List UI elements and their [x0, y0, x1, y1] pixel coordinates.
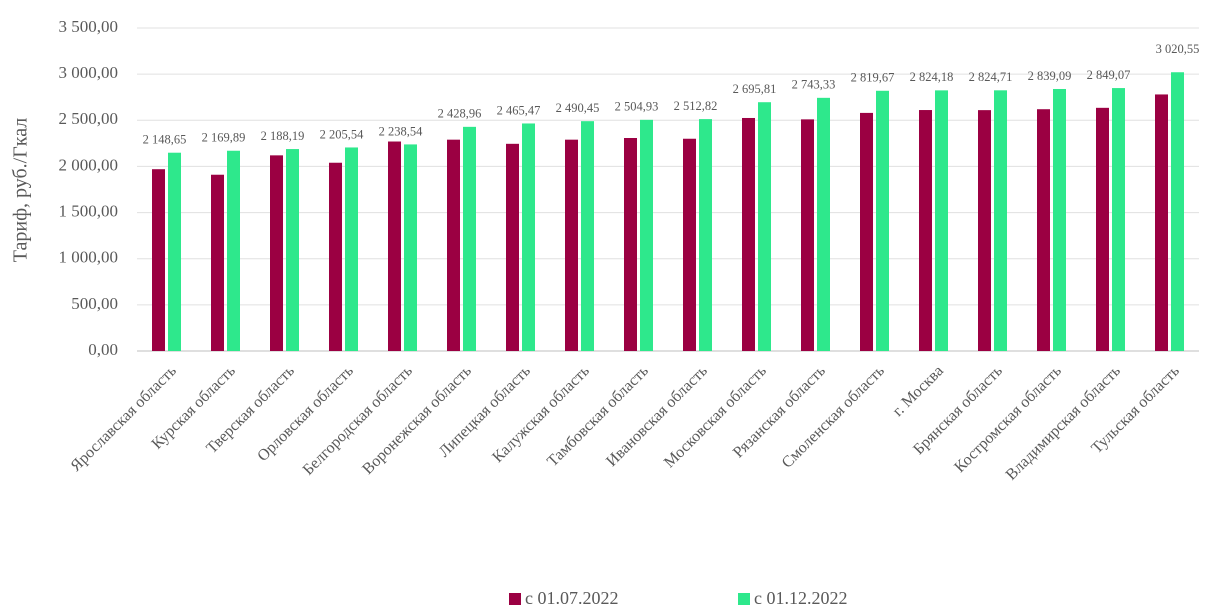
- bar: [329, 162, 342, 351]
- x-tick-label: Тамбовская область: [544, 362, 652, 470]
- x-tick-label: Костромская область: [951, 362, 1065, 476]
- x-tick-label: г. Москва: [889, 362, 946, 419]
- legend-swatch: [738, 593, 750, 605]
- bar: [919, 110, 932, 352]
- data-label: 2 148,65: [143, 133, 187, 147]
- data-label: 2 824,71: [969, 70, 1013, 84]
- bar: [345, 147, 358, 351]
- y-tick-label: 2 500,00: [59, 109, 119, 128]
- y-axis-label: Тариф, руб./Гкал: [10, 118, 32, 262]
- data-label: 2 188,19: [261, 129, 305, 143]
- x-tick-label: Ярославская область: [67, 362, 179, 474]
- bar: [227, 150, 240, 351]
- x-tick-label: Московская область: [661, 362, 770, 471]
- data-label: 2 465,47: [497, 103, 541, 117]
- bar: [388, 141, 401, 351]
- bar: [860, 112, 873, 351]
- data-label: 3 020,55: [1156, 42, 1200, 56]
- y-tick-label: 3 000,00: [59, 63, 119, 82]
- bar: [876, 90, 889, 352]
- legend-label: с 01.12.2022: [754, 588, 848, 608]
- data-label: 2 490,45: [556, 101, 600, 115]
- bar: [404, 144, 417, 351]
- x-tick-label: Калужская область: [489, 362, 593, 466]
- bar: [168, 152, 181, 351]
- x-tick-label: Белгородская область: [300, 362, 416, 478]
- x-tick-label: Ивановская область: [603, 362, 711, 470]
- data-label: 2 504,93: [615, 100, 659, 114]
- bar: [506, 143, 519, 351]
- y-tick-label: 1 500,00: [59, 201, 119, 220]
- bar: [1112, 88, 1125, 352]
- data-label: 2 169,89: [202, 131, 246, 145]
- bar: [152, 169, 165, 351]
- bar: [758, 102, 771, 352]
- bar: [1037, 109, 1050, 351]
- bar: [286, 149, 299, 351]
- bar: [270, 155, 283, 351]
- data-label: 2 205,54: [320, 127, 365, 141]
- bar: [699, 119, 712, 352]
- bar: [742, 117, 755, 351]
- x-tick-label: Воронежская область: [359, 362, 475, 478]
- data-label: 2 839,09: [1028, 69, 1072, 83]
- data-label: 2 512,82: [674, 99, 718, 113]
- y-tick-label: 500,00: [71, 294, 118, 313]
- bar: [1171, 72, 1184, 351]
- bar: [817, 97, 830, 351]
- bar: [1155, 94, 1168, 352]
- bar: [978, 110, 991, 352]
- bar: [624, 138, 637, 351]
- x-tick-label: Смоленская область: [779, 362, 888, 471]
- bar: [935, 90, 948, 351]
- bar: [447, 139, 460, 351]
- bar: [565, 139, 578, 351]
- legend-label: с 01.07.2022: [525, 588, 619, 608]
- bar: [522, 123, 535, 351]
- data-label: 2 824,18: [910, 70, 954, 84]
- legend-swatch: [509, 593, 521, 605]
- data-label: 2 849,07: [1087, 68, 1131, 82]
- bar: [683, 138, 696, 351]
- bar: [1096, 107, 1109, 351]
- data-label: 2 428,96: [438, 107, 482, 121]
- bar: [994, 90, 1007, 352]
- x-tick-label: Владимирская область: [1003, 362, 1124, 483]
- bar: [801, 119, 814, 351]
- bar: [1053, 88, 1066, 351]
- bar: [211, 174, 224, 351]
- data-label: 2 695,81: [733, 82, 777, 96]
- y-tick-label: 0,00: [88, 340, 118, 359]
- bar: [463, 126, 476, 351]
- bar: [581, 121, 594, 351]
- bar: [640, 119, 653, 351]
- y-tick-label: 1 000,00: [59, 248, 119, 267]
- y-tick-label: 2 000,00: [59, 155, 119, 174]
- y-tick-label: 3 500,00: [59, 17, 119, 36]
- data-label: 2 743,33: [792, 78, 836, 92]
- data-label: 2 819,67: [851, 71, 895, 85]
- data-label: 2 238,54: [379, 124, 424, 138]
